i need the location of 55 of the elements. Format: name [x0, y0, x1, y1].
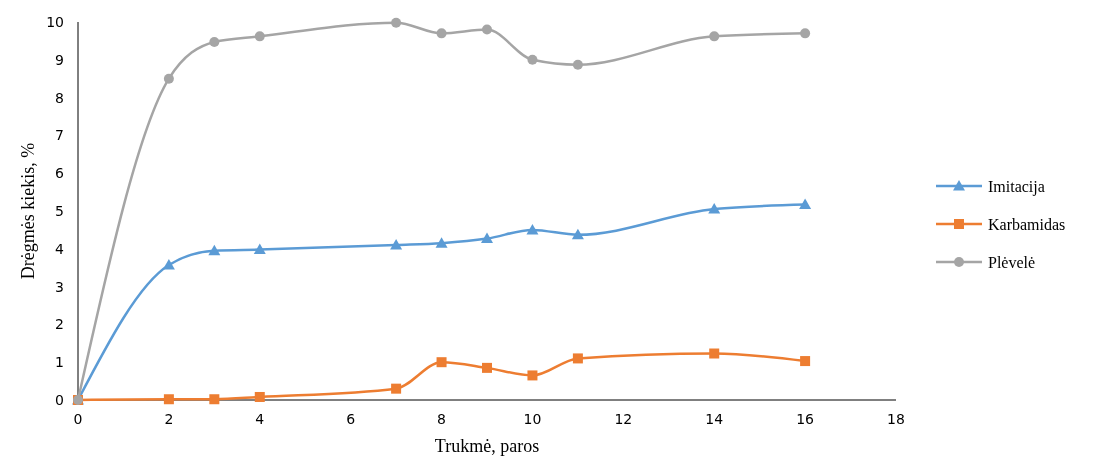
point [163, 394, 174, 405]
point [436, 357, 447, 368]
x-tick-label: 16 [796, 411, 815, 427]
point [482, 362, 492, 373]
y-tick-label: 8 [55, 89, 64, 106]
legend-label: Imitacija [988, 178, 1045, 196]
legend-label: Karbamidas [988, 216, 1066, 233]
point [209, 394, 220, 405]
point [572, 353, 583, 364]
point [800, 28, 811, 39]
point [390, 239, 403, 250]
y-axis-title: Drėgmės kiekis, % [18, 142, 38, 280]
point [799, 198, 812, 210]
x-tick-label: 2 [164, 411, 174, 427]
legend-label: Plėvelė [988, 254, 1036, 271]
y-tick-label: 2 [55, 316, 64, 333]
point [253, 243, 266, 255]
point [391, 17, 402, 28]
x-axis-title: Trukmė, paros [434, 436, 540, 456]
y-tick-label: 4 [55, 240, 65, 257]
point [526, 223, 539, 235]
x-tick-label: 14 [705, 411, 724, 427]
point [254, 391, 265, 402]
y-tick-label: 9 [55, 51, 64, 68]
x-tick-label: 18 [887, 411, 905, 427]
point [163, 73, 174, 84]
point [482, 24, 492, 35]
x-tick-label: 8 [437, 411, 447, 427]
point [436, 28, 447, 39]
point [709, 31, 720, 42]
x-tick-label: 0 [73, 411, 83, 427]
y-tick-label: 0 [55, 392, 64, 408]
point [209, 37, 220, 48]
point [708, 203, 721, 214]
x-tick-label: 4 [255, 411, 265, 427]
point [481, 232, 493, 244]
y-tick-label: 10 [46, 14, 64, 30]
y-tick-label: 6 [55, 165, 65, 182]
x-tick-label: 12 [614, 411, 633, 427]
point [435, 237, 448, 248]
point [571, 228, 584, 240]
x-tick-label: 10 [523, 411, 542, 427]
point [572, 59, 583, 70]
point [709, 348, 720, 359]
point [254, 31, 265, 42]
y-tick-label: 1 [55, 354, 64, 371]
point [800, 356, 811, 367]
y-tick-label: 7 [55, 127, 64, 144]
point [208, 244, 221, 256]
point [527, 54, 538, 65]
point [391, 383, 402, 394]
point [527, 370, 538, 381]
x-tick-label: 6 [346, 411, 356, 427]
y-tick-label: 5 [55, 203, 64, 219]
y-tick-label: 3 [55, 278, 64, 295]
